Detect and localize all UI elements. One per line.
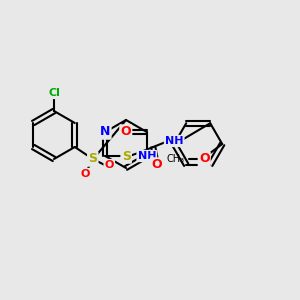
Text: O: O	[105, 160, 114, 170]
Text: NH: NH	[137, 151, 156, 161]
Text: O: O	[199, 152, 209, 166]
Text: CH₃: CH₃	[167, 154, 185, 164]
Text: O: O	[121, 125, 131, 139]
Text: S: S	[88, 152, 97, 166]
Text: O: O	[81, 169, 90, 179]
Text: Cl: Cl	[48, 88, 60, 98]
Text: NH: NH	[165, 136, 184, 146]
Text: S: S	[122, 149, 131, 163]
Text: N: N	[100, 125, 110, 139]
Text: O: O	[151, 158, 161, 172]
